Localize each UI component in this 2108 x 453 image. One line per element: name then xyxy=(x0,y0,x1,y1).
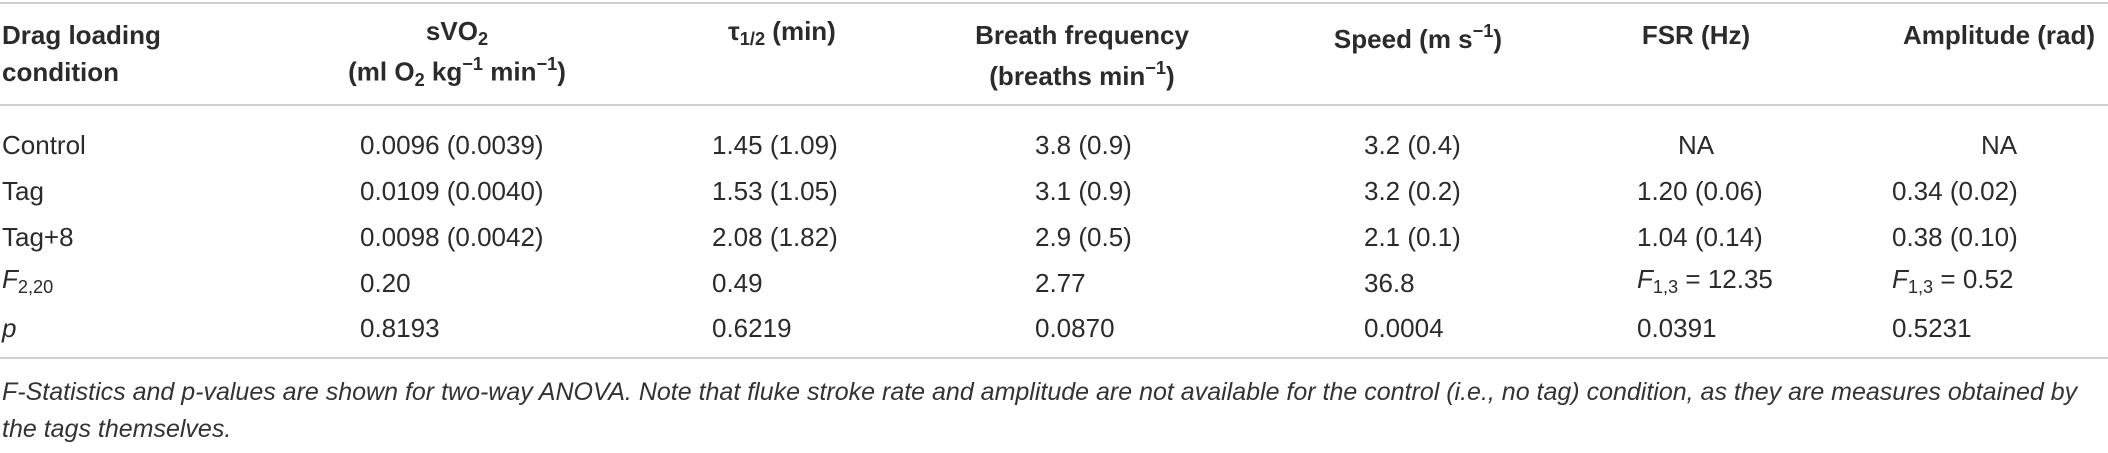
text-run: −1 xyxy=(462,53,484,74)
text-run: Speed (m s xyxy=(1333,23,1473,54)
text-run: ) xyxy=(557,56,566,87)
table-cell: F2,20 xyxy=(2,264,53,302)
text-run: = 0.52 xyxy=(1933,263,2014,294)
text-run: (min) xyxy=(765,15,836,46)
text-run: F xyxy=(1637,263,1653,294)
text-run: −1 xyxy=(1472,21,1494,42)
header-cell: Breath frequency xyxy=(975,20,1189,50)
text-run: ) xyxy=(1493,23,1503,54)
header-cell: FSR (Hz) xyxy=(1642,20,1750,50)
table-cell: 2.9 (0.5) xyxy=(1035,222,1132,252)
table-cell: 0.0391 xyxy=(1637,313,1717,343)
table-cell: 2.1 (0.1) xyxy=(1364,222,1461,252)
table-cell: p xyxy=(2,313,16,343)
table-cell: 1.04 (0.14) xyxy=(1637,222,1763,252)
text-run: condition xyxy=(2,57,119,87)
table-cell: 0.34 (0.02) xyxy=(1892,176,2018,206)
table-cell: 0.49 xyxy=(712,268,763,298)
table-cell: 2.77 xyxy=(1035,268,1086,298)
table-cell: NA xyxy=(1980,130,2018,160)
table-cell: 0.0870 xyxy=(1035,313,1115,343)
text-run: −1 xyxy=(536,53,558,74)
text-run: min xyxy=(483,56,537,87)
header-cell: Amplitude (rad) xyxy=(1903,20,2095,50)
text-run: = 12.35 xyxy=(1678,263,1773,294)
table-cell: 0.6219 xyxy=(712,313,792,343)
text-run: τ xyxy=(728,15,740,46)
table-cell: Tag+8 xyxy=(2,222,74,252)
table-cell: 0.0109 (0.0040) xyxy=(360,176,544,206)
table-cell: 36.8 xyxy=(1364,268,1415,298)
header-cell: Drag loading xyxy=(2,20,161,50)
table-cell: NA xyxy=(1677,130,1715,160)
table-cell: 0.5231 xyxy=(1892,313,1972,343)
table-cell: 3.2 (0.2) xyxy=(1364,176,1461,206)
table-cell: 3.2 (0.4) xyxy=(1364,130,1461,160)
text-run: ) xyxy=(1166,60,1175,91)
text-run: 2,20 xyxy=(17,277,54,298)
text-run: 1/2 xyxy=(739,29,766,50)
rule xyxy=(0,2,2108,4)
text-run: F xyxy=(1892,263,1908,294)
footnote: F-Statistics and p-values are shown for … xyxy=(2,378,2078,443)
header-cell: Speed (m s−1) xyxy=(1334,16,1502,54)
table-cell: 1.20 (0.06) xyxy=(1637,176,1763,206)
rule xyxy=(0,104,2108,106)
table-cell: 3.1 (0.9) xyxy=(1035,176,1132,206)
table-cell: Tag xyxy=(2,176,44,206)
table-cell: 2.08 (1.82) xyxy=(712,222,838,252)
header-cell: sVO2 xyxy=(426,16,488,54)
text-run: p xyxy=(2,313,17,343)
table-cell: Control xyxy=(2,130,86,160)
header-cell: condition xyxy=(2,57,119,87)
header-cell: (breaths min−1) xyxy=(989,53,1174,91)
text-run: Amplitude (rad) xyxy=(1902,20,2096,50)
rule xyxy=(0,357,2108,359)
text-run: FSR (Hz) xyxy=(1641,20,1751,50)
table-cell: 1.53 (1.05) xyxy=(712,176,838,206)
table-cell: 0.20 xyxy=(360,268,411,298)
text-run: Breath frequency xyxy=(975,20,1189,50)
table-cell: 0.0096 (0.0039) xyxy=(360,130,544,160)
table-cell: 0.0098 (0.0042) xyxy=(360,222,544,252)
text-run: (breaths min xyxy=(989,60,1146,91)
table-cell: 1.45 (1.09) xyxy=(712,130,838,160)
text-run: 1,3 xyxy=(1652,277,1679,298)
table-cell: F1,3 = 0.52 xyxy=(1892,264,2013,302)
table-cell: 0.8193 xyxy=(360,313,440,343)
table-cell: F1,3 = 12.35 xyxy=(1637,264,1773,302)
text-run: Drag loading xyxy=(2,20,161,50)
header-cell: τ1/2 (min) xyxy=(728,16,836,54)
text-run: 2 xyxy=(477,29,489,50)
text-run: sVO xyxy=(425,15,478,46)
text-run: (ml O xyxy=(348,56,415,87)
table-cell: 0.0004 xyxy=(1364,313,1444,343)
text-run: 2 xyxy=(414,70,425,91)
text-run: kg xyxy=(424,56,463,87)
text-run: 1,3 xyxy=(1907,277,1934,298)
text-run: −1 xyxy=(1145,58,1167,79)
text-run: F xyxy=(2,263,18,294)
header-cell: (ml O2 kg−1 min−1) xyxy=(348,49,566,95)
table-cell: 0.38 (0.10) xyxy=(1892,222,2018,252)
table-cell: 3.8 (0.9) xyxy=(1035,130,1132,160)
